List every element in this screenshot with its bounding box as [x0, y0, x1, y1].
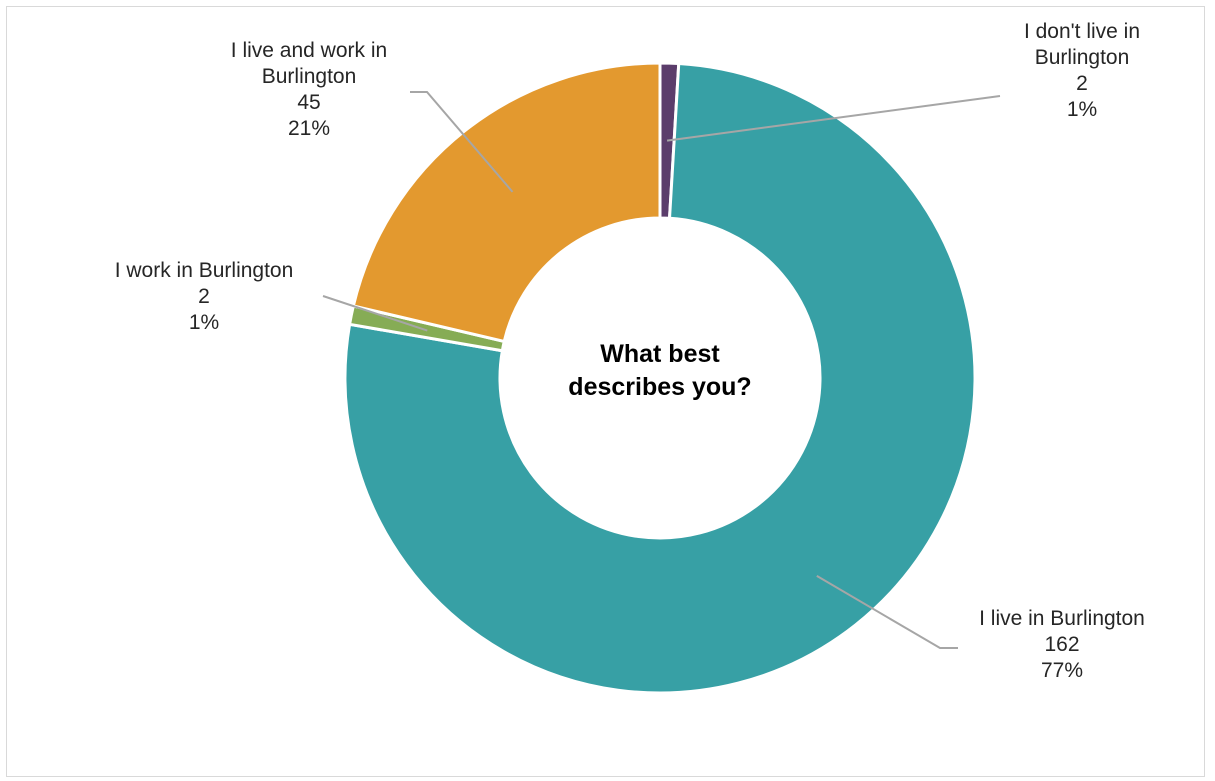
slice-count: 2	[1076, 72, 1088, 95]
donut-slice	[343, 61, 977, 695]
chart-title-line-2: describes you?	[568, 373, 751, 401]
donut-slice	[351, 61, 662, 344]
slice-percent: 1%	[189, 311, 219, 334]
slice-label-line-2: Burlington	[1035, 46, 1130, 69]
slice-percent: 77%	[1041, 659, 1083, 682]
slice-percent: 1%	[1067, 98, 1097, 121]
chart-title-line-1: What best	[600, 340, 720, 368]
data-label-work: I work in Burlington 2 1%	[115, 259, 294, 334]
slice-label-line-1: I don't live in	[1024, 20, 1140, 43]
slice-label-line-1: I live in Burlington	[979, 607, 1145, 630]
data-label-dont-live: I don't live in Burlington 2 1%	[1024, 20, 1140, 121]
leader-line	[816, 575, 958, 649]
slice-count: 162	[1044, 633, 1079, 656]
slice-percent: 21%	[288, 117, 330, 140]
data-label-live-and-work: I live and work in Burlington 45 21%	[231, 39, 387, 140]
slice-label-line-2: Burlington	[262, 65, 357, 88]
data-label-live: I live in Burlington 162 77%	[979, 607, 1145, 682]
slice-label-line-1: I live and work in	[231, 39, 387, 62]
slice-count: 45	[297, 91, 320, 114]
slice-count: 2	[198, 285, 210, 308]
donut-slices	[343, 61, 977, 695]
slice-label-line-1: I work in Burlington	[115, 259, 294, 282]
leader-line	[322, 295, 428, 332]
leader-line	[666, 95, 1001, 142]
leader-line	[410, 91, 514, 193]
leader-lines	[322, 91, 1001, 649]
